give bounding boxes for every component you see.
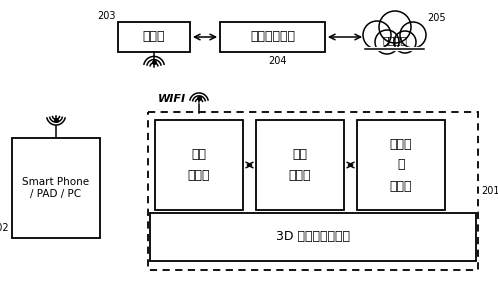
Text: 公共网络设备: 公共网络设备 bbox=[250, 31, 295, 44]
Text: Smart Phone
/ PAD / PC: Smart Phone / PAD / PC bbox=[22, 177, 90, 199]
Text: 3D 打印机机械本体: 3D 打印机机械本体 bbox=[276, 230, 350, 244]
Text: 网络
处理器: 网络 处理器 bbox=[188, 148, 210, 182]
Bar bbox=[357, 120, 445, 210]
Bar bbox=[12, 138, 100, 238]
Text: 云服务端: 云服务端 bbox=[382, 35, 407, 45]
Text: 执行器
与
传感器: 执行器 与 传感器 bbox=[390, 137, 412, 192]
Circle shape bbox=[379, 11, 411, 43]
Text: 204: 204 bbox=[268, 56, 287, 66]
Text: 205: 205 bbox=[427, 13, 446, 23]
Text: 201: 201 bbox=[481, 186, 498, 196]
Bar bbox=[118, 22, 190, 52]
Text: 203: 203 bbox=[98, 11, 116, 21]
Text: WIFI: WIFI bbox=[158, 94, 186, 104]
Text: 运动
控制器: 运动 控制器 bbox=[289, 148, 311, 182]
Circle shape bbox=[394, 31, 416, 53]
Bar bbox=[150, 213, 476, 261]
Circle shape bbox=[400, 22, 426, 48]
Bar bbox=[155, 120, 243, 210]
Bar bbox=[256, 120, 344, 210]
Text: 202: 202 bbox=[0, 223, 9, 233]
Circle shape bbox=[375, 30, 399, 54]
Circle shape bbox=[363, 21, 391, 49]
Bar bbox=[220, 22, 325, 52]
Bar bbox=[148, 112, 478, 270]
Text: 路由器: 路由器 bbox=[143, 31, 165, 44]
